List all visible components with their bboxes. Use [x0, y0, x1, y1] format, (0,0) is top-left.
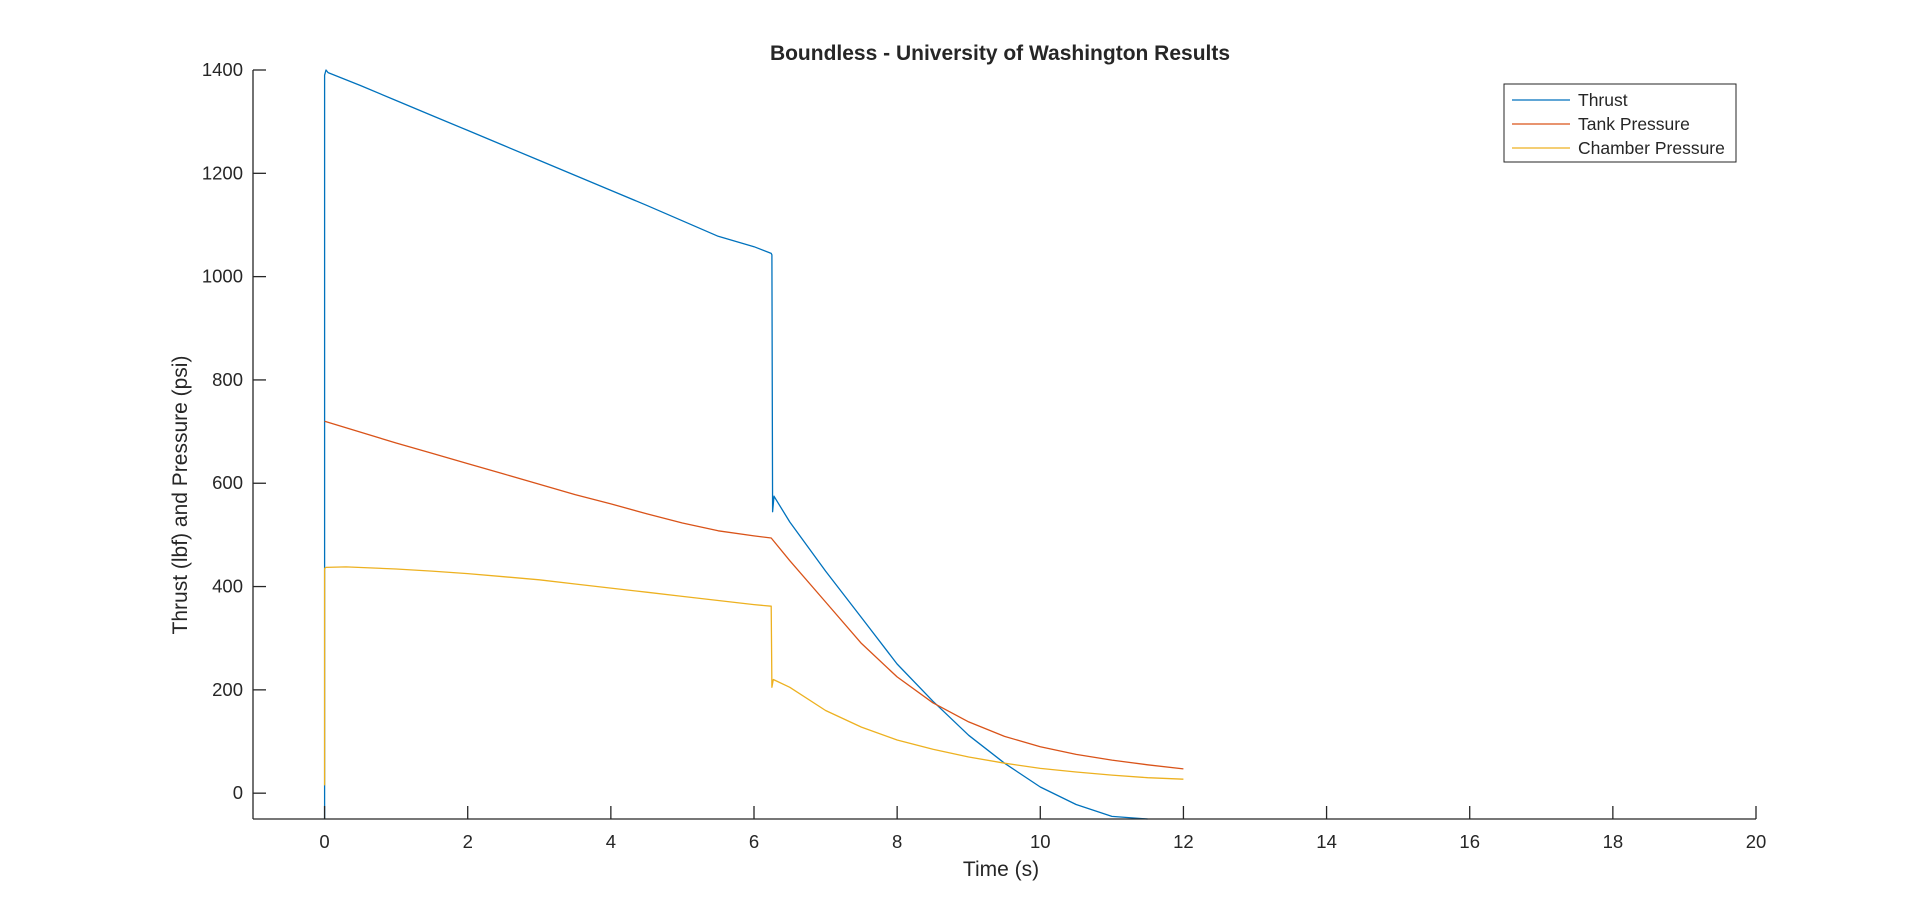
x-axis-ticks: 0 2 4 6 8 10 12 14 16 18 20: [319, 806, 1766, 852]
x-tick-label: 2: [463, 831, 473, 852]
legend-label: Tank Pressure: [1578, 114, 1690, 134]
x-axis-title: Time (s): [963, 858, 1039, 881]
y-tick-label: 800: [212, 369, 243, 390]
y-axis-title: Thrust (lbf) and Pressure (psi): [169, 356, 192, 635]
x-tick-label: 16: [1459, 831, 1480, 852]
y-tick-label: 1000: [202, 266, 243, 287]
legend-label: Thrust: [1578, 90, 1628, 110]
legend-entries: Thrust Tank Pressure Chamber Pressure: [1512, 90, 1725, 158]
plot-area: 0 2 4 6 8 10 12 14 16 18 20 0 200 400 600 800 1000 1200 1…: [202, 59, 1766, 852]
y-tick-label: 1400: [202, 59, 243, 80]
x-tick-label: 18: [1603, 831, 1624, 852]
series-layer: [323, 69, 1184, 820]
x-tick-label: 12: [1173, 831, 1194, 852]
x-tick-label: 20: [1746, 831, 1767, 852]
x-tick-label: 10: [1030, 831, 1051, 852]
y-tick-label: 200: [212, 679, 243, 700]
y-tick-label: 400: [212, 576, 243, 597]
chart-title: Boundless - University of Washington Res…: [770, 42, 1230, 65]
y-axis-ticks: 0 200 400 600 800 1000 1200 1400: [202, 59, 266, 803]
series-line-thrust: [323, 69, 1148, 820]
x-tick-label: 14: [1316, 831, 1337, 852]
series-line-chamber-pressure: [323, 566, 1184, 786]
x-tick-label: 6: [749, 831, 759, 852]
x-tick-label: 4: [606, 831, 616, 852]
y-tick-label: 1200: [202, 162, 243, 183]
series-line-tank-pressure: [324, 420, 1184, 770]
x-tick-label: 8: [892, 831, 902, 852]
x-tick-label: 0: [319, 831, 329, 852]
legend-box: [1503, 83, 1737, 163]
y-tick-label: 0: [233, 782, 243, 803]
legend-label: Chamber Pressure: [1578, 138, 1725, 158]
legend[interactable]: Thrust Tank Pressure Chamber Pressure: [1503, 83, 1737, 163]
y-tick-label: 600: [212, 472, 243, 493]
